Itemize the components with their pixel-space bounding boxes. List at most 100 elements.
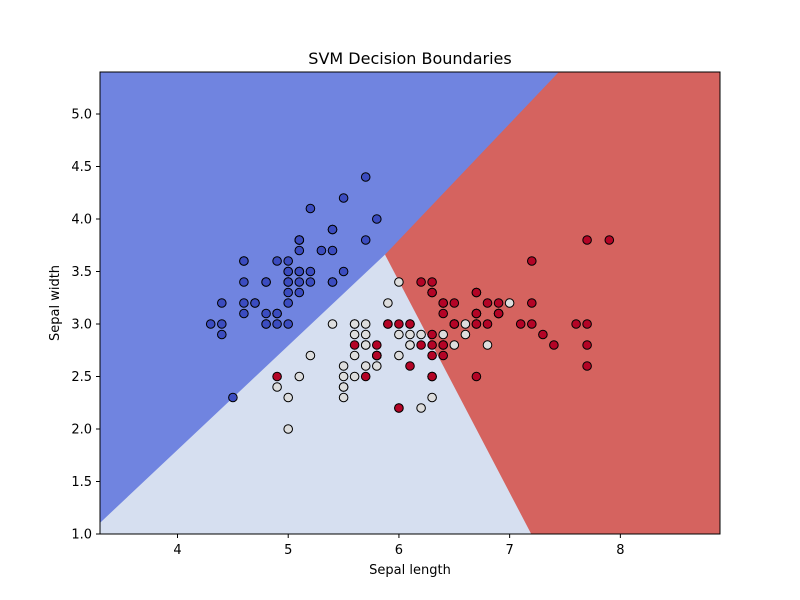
x-axis: 4 5 6 7 8 (173, 534, 624, 558)
data-point-class-1 (327, 319, 338, 329)
x-tick-label: 6 (395, 543, 403, 558)
data-point-class-0 (338, 266, 349, 277)
data-point-class-0 (294, 277, 305, 287)
data-point-class-1 (416, 403, 426, 413)
data-point-class-0 (294, 235, 305, 245)
data-point-class-0 (372, 214, 382, 224)
decision-regions (100, 72, 720, 534)
data-point-class-1 (394, 329, 404, 340)
data-point-class-0 (217, 298, 227, 308)
data-point-class-1 (283, 392, 294, 403)
data-point-class-1 (360, 361, 371, 371)
data-point-class-2 (493, 298, 504, 308)
data-point-class-2 (604, 235, 615, 245)
data-point-class-2 (405, 319, 415, 329)
data-point-class-0 (217, 329, 227, 340)
x-tick-label: 8 (616, 543, 624, 558)
data-point-class-1 (460, 329, 471, 340)
data-point-class-2 (394, 403, 404, 413)
data-point-class-1 (372, 361, 382, 371)
data-point-class-1 (338, 392, 349, 403)
plot-frame (99, 71, 721, 535)
data-point-class-2 (582, 340, 592, 350)
data-point-class-2 (272, 371, 282, 382)
data-point-class-0 (305, 203, 316, 214)
data-point-class-0 (261, 319, 271, 329)
x-tick-label: 4 (173, 543, 181, 558)
data-point-class-0 (283, 287, 294, 298)
data-point-class-2 (582, 235, 592, 245)
y-tick-label: 2.0 (71, 423, 92, 438)
data-point-class-2 (405, 361, 415, 371)
y-axis-label: Sepal width (48, 265, 63, 341)
data-point-class-2 (471, 371, 482, 382)
y-tick-label: 3.0 (71, 318, 92, 333)
y-tick-label: 4.0 (71, 213, 92, 228)
data-point-class-1 (338, 382, 349, 392)
data-point-class-1 (449, 340, 460, 350)
data-point-class-0 (283, 256, 294, 266)
data-point-class-2 (527, 256, 537, 266)
data-point-class-1 (272, 382, 282, 392)
data-point-class-2 (416, 340, 426, 350)
data-point-class-2 (438, 308, 449, 319)
data-point-class-2 (416, 277, 426, 287)
data-point-class-1 (338, 361, 349, 371)
data-point-class-2 (471, 308, 482, 319)
data-point-class-1 (360, 340, 371, 350)
data-point-class-0 (360, 235, 371, 245)
data-point-class-0 (239, 298, 249, 308)
data-point-class-0 (217, 319, 227, 329)
scatter-points (205, 172, 615, 434)
data-point-class-2 (427, 340, 437, 350)
data-point-class-0 (272, 308, 282, 319)
data-point-class-0 (272, 256, 282, 266)
data-point-class-1 (394, 350, 404, 361)
y-tick-label: 5.0 (71, 108, 92, 123)
data-point-class-2 (438, 350, 449, 361)
data-point-class-1 (383, 298, 393, 308)
data-point-class-2 (372, 350, 382, 361)
data-point-class-1 (349, 371, 360, 382)
data-point-class-0 (283, 298, 294, 308)
data-point-class-1 (360, 329, 371, 340)
data-point-class-2 (482, 298, 493, 308)
data-point-class-2 (515, 319, 526, 329)
data-point-class-2 (582, 361, 592, 371)
data-point-class-0 (239, 256, 249, 266)
data-point-class-0 (283, 319, 294, 329)
data-point-class-2 (571, 319, 581, 329)
data-point-class-2 (471, 319, 482, 329)
data-point-class-2 (438, 298, 449, 308)
data-point-class-0 (294, 287, 305, 298)
data-point-class-2 (482, 319, 493, 329)
y-axis: 1.0 1.5 2.0 2.5 3.0 3.5 4.0 4.5 5.0 (71, 108, 100, 543)
y-tick-label: 2.5 (71, 370, 92, 385)
data-point-class-2 (438, 340, 449, 350)
data-point-class-2 (449, 298, 460, 308)
data-point-class-0 (261, 308, 271, 319)
x-tick-label: 5 (284, 543, 292, 558)
data-point-class-2 (349, 340, 360, 350)
data-point-class-0 (327, 224, 338, 235)
data-point-class-2 (427, 371, 437, 382)
x-axis-label: Sepal length (369, 563, 451, 578)
data-point-class-0 (327, 277, 338, 287)
data-point-class-1 (438, 329, 449, 340)
data-point-class-1 (460, 319, 471, 329)
data-point-class-1 (482, 340, 493, 350)
data-point-class-2 (538, 329, 548, 340)
x-tick-label: 7 (506, 543, 514, 558)
data-point-class-1 (405, 329, 415, 340)
data-point-class-0 (294, 266, 305, 277)
data-point-class-1 (338, 371, 349, 382)
data-point-class-1 (394, 277, 404, 287)
data-point-class-1 (305, 350, 316, 361)
data-point-class-0 (205, 319, 216, 329)
y-tick-label: 1.0 (71, 528, 92, 543)
data-point-class-0 (327, 245, 338, 256)
data-point-class-2 (394, 319, 404, 329)
data-point-class-2 (549, 340, 559, 350)
data-point-class-2 (449, 319, 460, 329)
data-point-class-1 (349, 350, 360, 361)
